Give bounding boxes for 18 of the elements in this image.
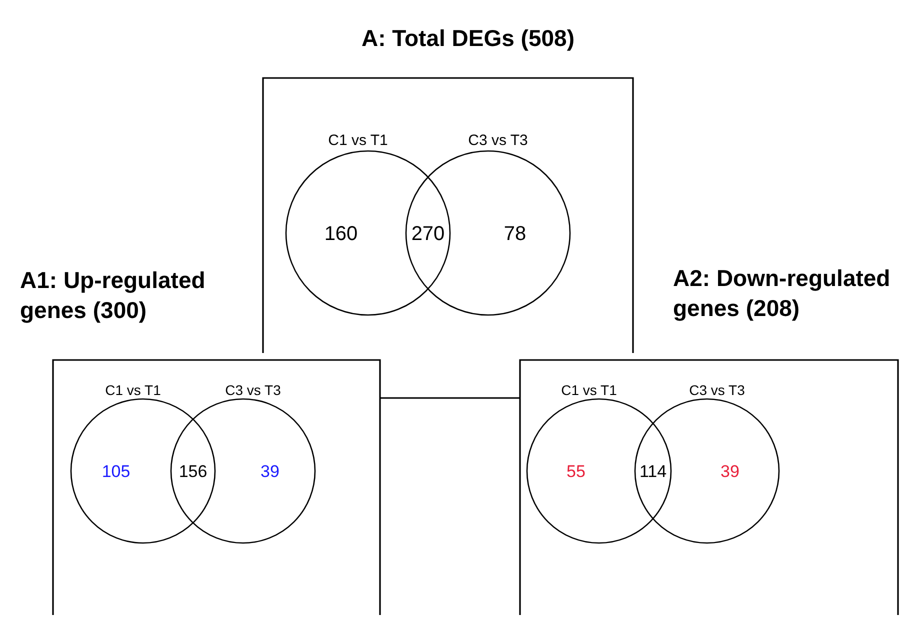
text: C3 vs T3 (468, 132, 528, 149)
text: C3 vs T3 (225, 382, 282, 398)
data-label: 105 (102, 462, 130, 481)
text: A1: Up-regulated genes (300) (20, 267, 206, 323)
text: C1 vs T1 (328, 132, 388, 149)
data-label: 114 (639, 462, 667, 481)
data-label: 156 (178, 462, 208, 481)
data-label: 160 (324, 223, 358, 245)
text: C1 vs T1 (105, 382, 162, 398)
text: A: Total DEGs (508) (362, 25, 574, 51)
text: A2: Down-regulated genes (208) (673, 265, 890, 321)
text: C3 vs T3 (689, 382, 746, 398)
data-label: 55 (566, 462, 586, 481)
data-label: 78 (504, 223, 526, 245)
text: C1 vs T1 (561, 382, 618, 398)
data-label: 39 (720, 462, 740, 481)
data-label: 39 (260, 462, 280, 481)
data-label: 270 (411, 223, 445, 245)
